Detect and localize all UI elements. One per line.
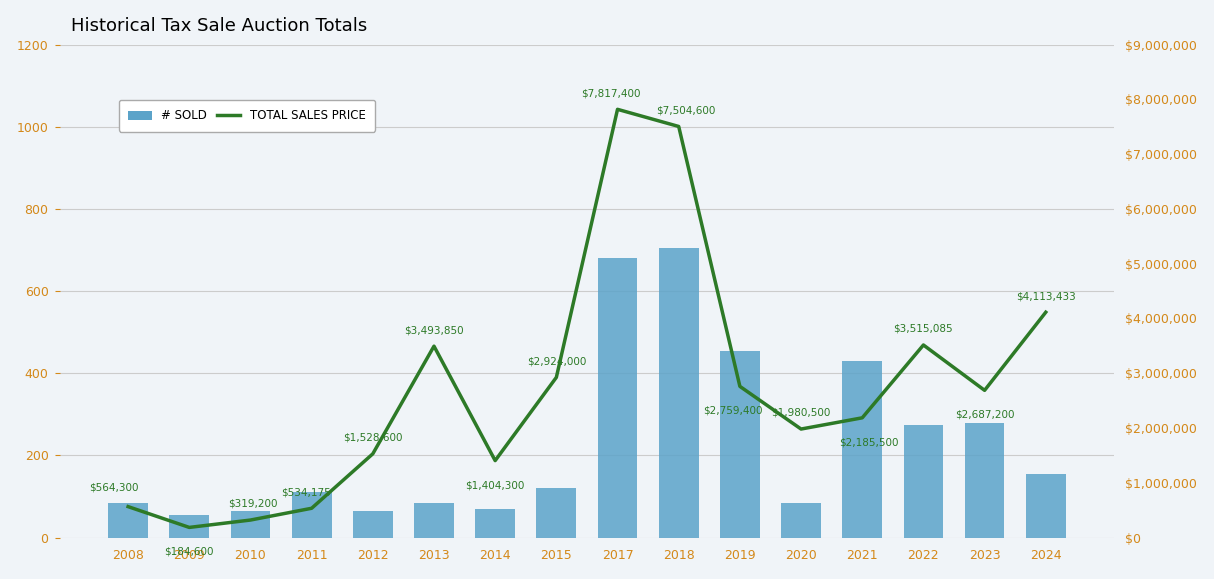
- Bar: [659, 248, 698, 537]
- Bar: [291, 492, 331, 537]
- Bar: [108, 503, 148, 537]
- Bar: [903, 424, 943, 537]
- Text: $2,687,200: $2,687,200: [955, 410, 1015, 420]
- Text: $564,300: $564,300: [90, 483, 138, 493]
- Text: $2,924,000: $2,924,000: [527, 356, 586, 367]
- Bar: [843, 361, 883, 537]
- Text: $319,200: $319,200: [228, 499, 278, 509]
- Text: Historical Tax Sale Auction Totals: Historical Tax Sale Auction Totals: [70, 17, 367, 35]
- Bar: [414, 503, 454, 537]
- Text: $2,759,400: $2,759,400: [703, 406, 762, 416]
- Text: $3,515,085: $3,515,085: [894, 324, 953, 334]
- Legend: # SOLD, TOTAL SALES PRICE: # SOLD, TOTAL SALES PRICE: [119, 100, 375, 131]
- Bar: [170, 515, 209, 537]
- Text: $2,185,500: $2,185,500: [839, 437, 898, 447]
- Bar: [781, 503, 821, 537]
- Text: $1,980,500: $1,980,500: [771, 408, 830, 418]
- Text: $4,113,433: $4,113,433: [1016, 291, 1076, 301]
- Text: $1,404,300: $1,404,300: [465, 480, 524, 490]
- Text: $534,175: $534,175: [282, 487, 331, 497]
- Bar: [353, 511, 392, 537]
- Text: $7,504,600: $7,504,600: [656, 105, 715, 115]
- Bar: [965, 423, 1004, 537]
- Bar: [720, 351, 760, 537]
- Text: $184,600: $184,600: [165, 547, 214, 557]
- Bar: [476, 509, 515, 537]
- Bar: [1026, 474, 1066, 537]
- Bar: [537, 488, 577, 537]
- Text: $1,528,600: $1,528,600: [344, 433, 403, 443]
- Bar: [597, 258, 637, 537]
- Bar: [231, 511, 271, 537]
- Text: $3,493,850: $3,493,850: [404, 325, 464, 335]
- Text: $7,817,400: $7,817,400: [580, 88, 640, 98]
